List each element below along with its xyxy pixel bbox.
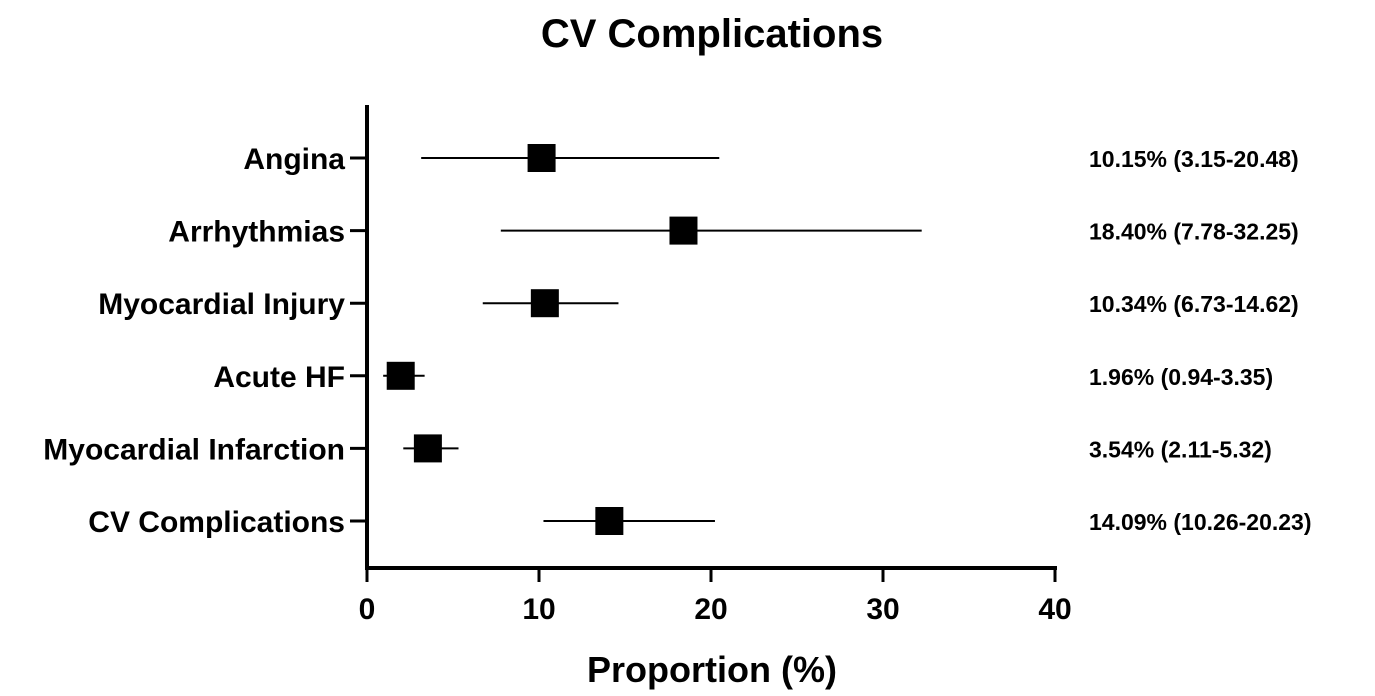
x-tick-label: 30 xyxy=(866,593,899,626)
data-label: 3.54% (2.11-5.32) xyxy=(1089,436,1272,462)
x-tick-label: 10 xyxy=(522,593,555,626)
category-label: CV Complications xyxy=(88,506,345,539)
category-label: Arrhythmias xyxy=(168,216,345,249)
data-label: 18.40% (7.78-32.25) xyxy=(1089,219,1299,245)
data-label: 10.15% (3.15-20.48) xyxy=(1089,146,1299,172)
point-estimate-marker xyxy=(669,217,697,245)
x-tick-label: 40 xyxy=(1038,593,1071,626)
point-estimate-marker xyxy=(414,434,442,462)
category-label: Angina xyxy=(243,143,345,176)
data-label: 1.96% (0.94-3.35) xyxy=(1089,364,1273,390)
plot-marks: Angina 10.15% (3.15-20.48) Arrhythmias 18.4… xyxy=(43,143,1311,626)
data-label: 14.09% (10.26-20.23) xyxy=(1089,509,1312,535)
chart-title: CV Complications xyxy=(541,12,883,56)
point-estimate-marker xyxy=(528,144,556,172)
point-estimate-marker xyxy=(387,362,415,390)
category-label: Myocardial Infarction xyxy=(43,433,345,466)
point-estimate-marker xyxy=(595,507,623,535)
category-label: Myocardial Injury xyxy=(98,288,345,321)
x-tick-label: 0 xyxy=(359,593,376,626)
data-label: 10.34% (6.73-14.62) xyxy=(1089,291,1299,317)
category-label: Acute HF xyxy=(213,361,345,394)
x-axis-title: Proportion (%) xyxy=(587,649,837,690)
point-estimate-marker xyxy=(531,289,559,317)
x-tick-label: 20 xyxy=(694,593,727,626)
